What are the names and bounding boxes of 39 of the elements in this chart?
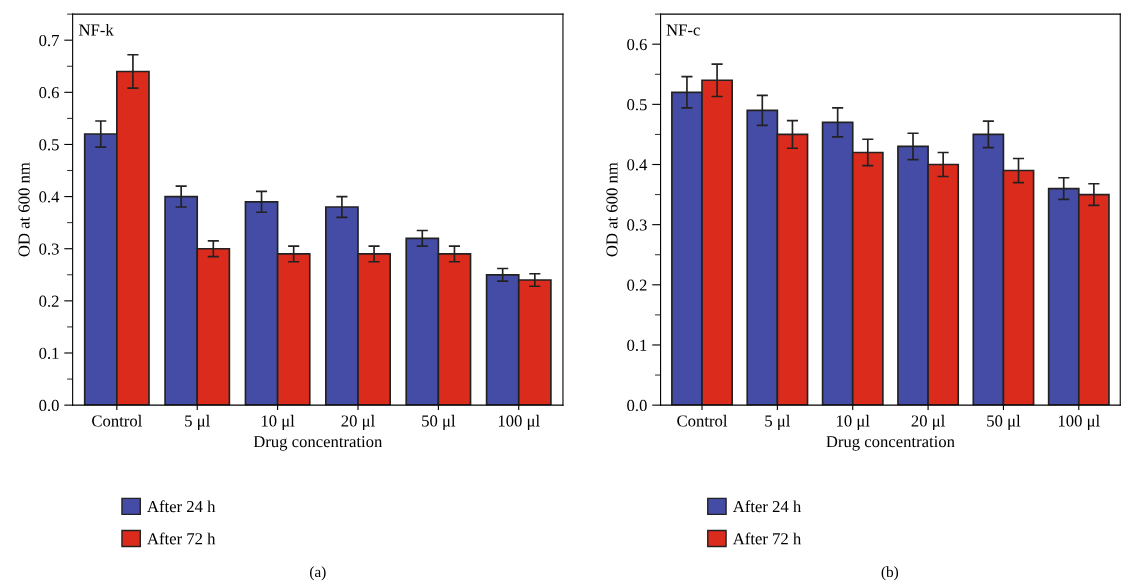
y-tick-label: 0.3 <box>627 219 647 231</box>
y-tick-label: 0.0 <box>627 399 647 412</box>
text: (b) <box>881 566 899 581</box>
y-tick-label: 0.1 <box>39 347 59 360</box>
y-tick-label: 0.4 <box>39 191 60 203</box>
x-tick-label: Control <box>677 414 728 427</box>
annotation: NF-k <box>79 23 114 36</box>
x-tick-label: 5 μl <box>765 414 791 430</box>
y-tick-label: 0.5 <box>39 139 59 151</box>
legend-label: After 72 h <box>732 532 802 545</box>
y-tick-label: 0.0 <box>39 399 59 412</box>
x-axis-title: Drug concentration <box>826 436 955 451</box>
x-tick-label: 20 μl <box>911 414 945 430</box>
y-tick-label: 0.6 <box>39 87 59 99</box>
x-tick-label: 100 μl <box>1058 414 1100 430</box>
legend-label: After 24 h <box>732 500 802 513</box>
y-tick-label: 0.4 <box>627 159 648 171</box>
y-tick-label: 0.3 <box>39 243 59 255</box>
x-tick-label: 20 μl <box>341 414 375 430</box>
x-tick-label: 10 μl <box>261 414 295 430</box>
legend-label: After 72 h <box>147 532 216 545</box>
x-axis-title: Drug concentration <box>253 436 383 451</box>
x-tick-label: 5 μl <box>185 414 210 430</box>
x-tick-label: 10 μl <box>837 414 870 430</box>
y-tick-label: 0.2 <box>627 279 647 291</box>
legend-label: After 24 h <box>147 500 216 513</box>
y-tick-label: 0.6 <box>627 38 647 51</box>
y-axis-title: OD at 600 nm <box>606 162 618 257</box>
y-tick-label: 0.7 <box>39 34 59 47</box>
y-tick-label: 0.5 <box>627 99 647 111</box>
text: (a) <box>309 566 326 581</box>
y-tick-label: 0.1 <box>627 339 647 351</box>
y-tick-label: 0.2 <box>39 295 59 307</box>
annotation: NF-c <box>666 24 700 36</box>
x-tick-label: Control <box>92 414 142 427</box>
x-tick-label: 50 μl <box>987 414 1021 430</box>
y-axis-title: OD at 600 nm <box>18 162 30 257</box>
x-tick-label: 50 μl <box>422 414 456 430</box>
x-tick-label: 100 μl <box>498 414 540 430</box>
